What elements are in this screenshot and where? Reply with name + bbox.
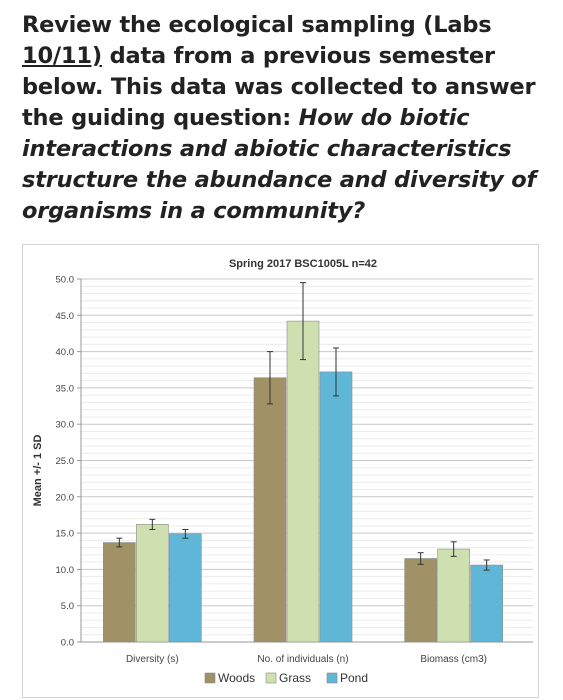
- bar-woods: [253, 377, 287, 643]
- legend-label-pond: Pond: [340, 671, 368, 685]
- legend-label-woods: Woods: [218, 671, 255, 685]
- legend-swatch-grass: [265, 672, 277, 684]
- x-category-label: Diversity (s): [126, 654, 179, 665]
- y-tick-label: 15.0: [56, 529, 75, 540]
- bar-grass: [286, 320, 320, 643]
- y-tick-label: 35.0: [56, 383, 75, 394]
- legend-label-grass: Grass: [279, 671, 311, 685]
- x-category-label: Biomass (cm3): [420, 654, 487, 665]
- y-tick-label: 50.0: [56, 275, 75, 286]
- question-line-4: the guiding question: How do biotic: [22, 103, 557, 134]
- y-tick-label: 30.0: [56, 420, 75, 431]
- y-tick-label: 5.0: [61, 601, 74, 612]
- question-line-4-plain: the guiding question:: [22, 105, 299, 131]
- bar-pond: [319, 371, 353, 643]
- y-tick-label: 45.0: [56, 311, 75, 322]
- legend-swatch-woods: [204, 672, 216, 684]
- question-line-2-rest: data from a previous semester: [101, 43, 496, 69]
- question-line-7-italic: organisms in a community?: [22, 198, 366, 224]
- chart-title: Spring 2017 BSC1005L n=42: [229, 258, 377, 270]
- y-axis-label: Mean +/- 1 SD: [32, 435, 44, 507]
- bar-grass: [437, 548, 470, 643]
- question-text: Review the ecological sampling (Labs 10/…: [22, 10, 557, 227]
- labs-number: 10/11): [22, 43, 102, 69]
- question-line-3: below. This data was collected to answer: [22, 74, 536, 100]
- question-line-7: organisms in a community?: [22, 196, 557, 227]
- x-category-label: No. of individuals (n): [257, 654, 348, 665]
- bar-woods: [404, 558, 437, 643]
- question-line-6-italic: structure the abundance and diversity of: [22, 167, 537, 193]
- chart-frame: Spring 2017 BSC1005L n=42 0.0 5.0 10.0 15.0 2…: [22, 244, 539, 698]
- question-line-1: Review the ecological sampling (Labs: [22, 12, 492, 38]
- y-tick-label: 25.0: [56, 456, 75, 467]
- question-line-5: interactions and abiotic characteristics: [22, 134, 557, 165]
- question-line-6: structure the abundance and diversity of: [22, 165, 557, 196]
- bar-grass: [136, 524, 169, 643]
- y-tick-label: 40.0: [56, 347, 75, 358]
- question-line-4-italic: How do biotic: [298, 105, 470, 131]
- legend-swatch-pond: [326, 672, 338, 684]
- y-tick-label: 10.0: [56, 565, 75, 576]
- question-line-5-italic: interactions and abiotic characteristics: [22, 136, 512, 162]
- bar-chart: Spring 2017 BSC1005L n=42 0.0 5.0 10.0 15.0 2…: [32, 258, 533, 685]
- bar-pond: [470, 564, 503, 643]
- y-tick-label: 0.0: [61, 638, 74, 649]
- question-line-2: 10/11) data from a previous semester: [22, 41, 557, 72]
- bar-woods: [103, 542, 136, 643]
- y-tick-label: 20.0: [56, 492, 75, 503]
- bar-pond: [169, 533, 202, 643]
